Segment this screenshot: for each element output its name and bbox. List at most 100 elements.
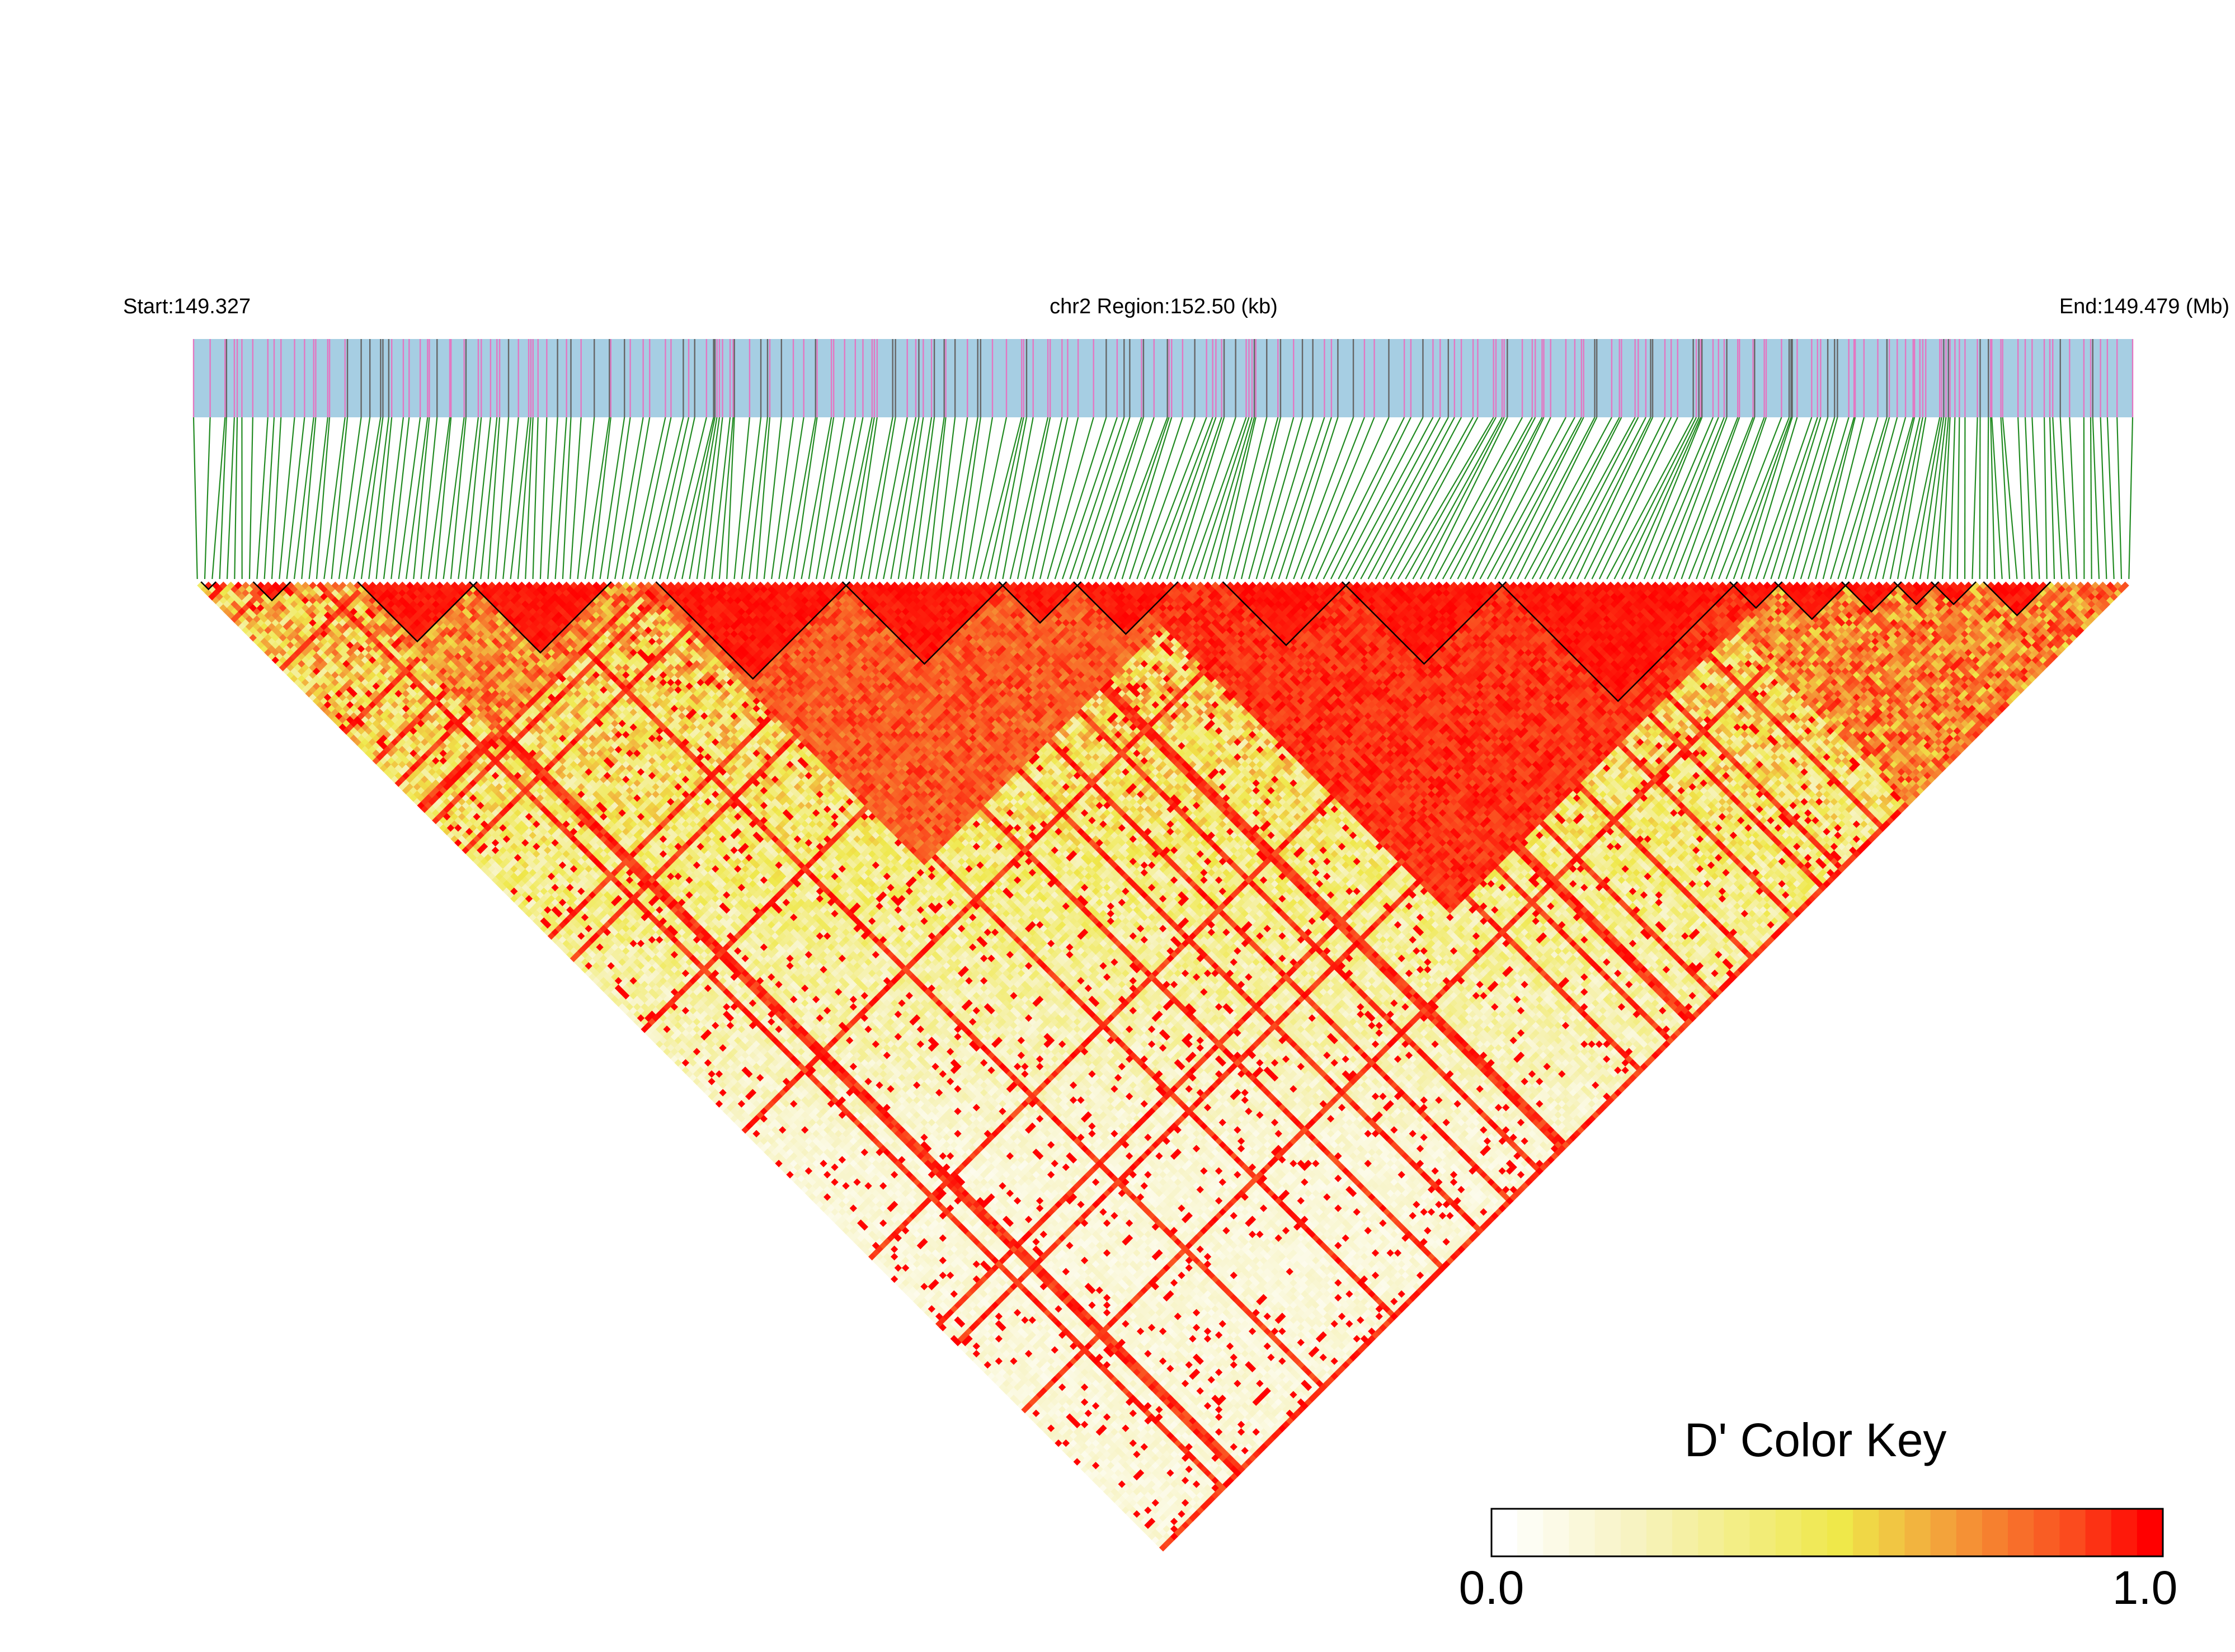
snp-connector — [570, 417, 581, 579]
ld-heatmap — [197, 582, 2129, 1551]
snp-connector — [1607, 417, 1693, 579]
snp-connector — [1831, 417, 1878, 579]
snp-connector — [2093, 417, 2099, 579]
snp-connector — [1972, 417, 1977, 579]
snp-connector — [585, 417, 609, 579]
snp-connector — [2044, 417, 2047, 579]
snp-connector — [1503, 417, 1584, 579]
snp-connector — [503, 417, 518, 579]
region-start-label: Start:149.327 — [123, 295, 251, 318]
snp-connector — [1771, 417, 1820, 579]
snp-connector-lines — [194, 417, 2133, 579]
snp-connector — [1667, 417, 1727, 579]
snp-connector — [1428, 417, 1507, 579]
snp-connector — [1532, 417, 1620, 579]
snp-connector — [540, 417, 547, 579]
snp-connector — [1644, 417, 1713, 579]
snp-connector — [421, 417, 437, 579]
snp-connector — [1346, 417, 1433, 579]
region-end-label: End:149.479 (Mb) — [2059, 295, 2229, 318]
snp-connector — [2069, 417, 2077, 579]
snp-connector — [556, 417, 567, 579]
snp-connector — [1920, 417, 1944, 579]
snp-connector — [600, 417, 625, 579]
region-title-label: chr2 Region:152.50 (kb) — [1050, 295, 1278, 318]
snp-connector — [995, 417, 1027, 579]
snp-connector — [1025, 417, 1062, 579]
snp-connector — [1361, 417, 1448, 579]
snp-connector — [1905, 417, 1940, 579]
snp-connector — [1331, 417, 1411, 579]
snp-connector — [1696, 417, 1754, 579]
snp-connector — [1443, 417, 1532, 579]
snp-position-track — [194, 339, 2133, 417]
snp-connector — [1651, 417, 1719, 579]
snp-connector — [1786, 417, 1834, 579]
snp-connector — [436, 417, 451, 579]
snp-connector — [1391, 417, 1478, 579]
snp-connector — [205, 417, 210, 579]
snp-connector — [1950, 417, 1955, 579]
snp-track-background — [194, 339, 2133, 417]
snp-connector — [1689, 417, 1753, 579]
snp-connector — [332, 417, 347, 579]
snp-connector — [2107, 417, 2114, 579]
snp-connector — [578, 417, 595, 579]
snp-connector — [250, 417, 253, 579]
snp-connector — [839, 417, 872, 579]
snp-connector — [1987, 417, 1988, 579]
snp-connector — [1547, 417, 1635, 579]
snp-connector — [1801, 417, 1849, 579]
snp-connector — [891, 417, 919, 579]
snp-connector — [652, 417, 689, 579]
snp-connector — [637, 417, 671, 579]
snp-connector — [1472, 417, 1550, 579]
snp-connector — [906, 417, 931, 579]
snp-connector — [1159, 417, 1216, 579]
snp-connector — [935, 417, 955, 579]
snp-connector — [227, 417, 234, 579]
snp-connector — [2018, 417, 2025, 579]
snp-connector — [764, 417, 782, 579]
snp-connector — [1301, 417, 1364, 579]
snp-connector — [563, 417, 571, 579]
snp-connector — [2117, 417, 2121, 579]
snp-connector — [548, 417, 557, 579]
snp-connector — [1823, 417, 1864, 579]
snp-connector — [1991, 417, 1994, 579]
snp-connector — [2101, 417, 2107, 579]
snp-connector — [287, 417, 305, 579]
snp-connector — [1741, 417, 1792, 579]
snp-connector — [1316, 417, 1389, 579]
snp-connector — [413, 417, 429, 579]
snp-connector — [279, 417, 294, 579]
snp-connector — [451, 417, 466, 579]
snp-connector — [831, 417, 863, 579]
snp-connector — [1488, 417, 1575, 579]
snp-connector — [630, 417, 666, 579]
snp-connector — [2091, 417, 2092, 579]
snp-connector — [533, 417, 538, 579]
snp-connector — [2129, 417, 2133, 579]
snp-connector — [1122, 417, 1172, 579]
snp-connector — [2032, 417, 2039, 579]
snp-connector — [1992, 417, 2002, 579]
snp-connector — [1420, 417, 1504, 579]
snp-connector — [1085, 417, 1141, 579]
snp-connector — [1577, 417, 1653, 579]
snp-connector — [1077, 417, 1130, 579]
snp-connector — [1815, 417, 1855, 579]
snp-connector — [2025, 417, 2032, 579]
snp-connector — [2060, 417, 2069, 579]
snp-connector — [592, 417, 611, 579]
snp-connector — [234, 417, 237, 579]
snp-connector — [194, 417, 197, 579]
snp-connector — [1092, 417, 1144, 579]
snp-connector — [1734, 417, 1791, 579]
snp-connector — [1413, 417, 1502, 579]
snp-connector — [1465, 417, 1544, 579]
snp-connector — [1958, 417, 1960, 579]
snp-connector — [1838, 417, 1886, 579]
snp-connector — [1286, 417, 1338, 579]
